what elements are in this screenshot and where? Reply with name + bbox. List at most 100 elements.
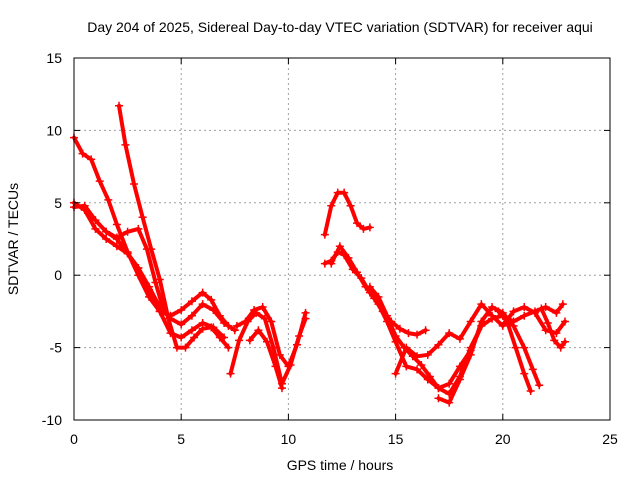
data-point-marker bbox=[413, 330, 422, 339]
data-point-marker bbox=[284, 362, 293, 371]
data-point-marker bbox=[145, 285, 154, 294]
data-point-marker bbox=[509, 307, 518, 316]
data-point-marker bbox=[511, 343, 520, 352]
data-point-marker bbox=[488, 303, 497, 312]
data-point-marker bbox=[425, 372, 434, 381]
data-point-marker bbox=[477, 317, 486, 326]
data-point-marker bbox=[102, 235, 111, 243]
series-pass-11 bbox=[327, 242, 430, 339]
data-point-marker bbox=[335, 242, 344, 251]
data-point-marker bbox=[187, 326, 196, 335]
y-tick-label: 10 bbox=[46, 122, 62, 138]
data-point-marker bbox=[130, 179, 139, 188]
series-pass-1 bbox=[70, 133, 233, 330]
data-point-marker bbox=[560, 317, 569, 326]
data-point-marker bbox=[520, 369, 529, 378]
series-pass-8 bbox=[245, 326, 286, 393]
series-pass-2 bbox=[70, 201, 239, 335]
data-point-marker bbox=[190, 333, 199, 342]
data-point-marker bbox=[123, 249, 132, 258]
data-point-marker bbox=[560, 337, 569, 346]
data-point-marker bbox=[80, 206, 89, 215]
data-point-marker bbox=[207, 323, 216, 332]
data-point-marker bbox=[543, 318, 552, 327]
data-point-marker bbox=[95, 177, 104, 186]
data-point-marker bbox=[91, 216, 100, 225]
data-point-marker bbox=[466, 350, 475, 359]
data-point-marker bbox=[528, 365, 537, 374]
series-pass-5 bbox=[102, 224, 169, 316]
data-point-marker bbox=[421, 326, 430, 335]
data-point-marker bbox=[241, 317, 250, 326]
data-point-marker bbox=[112, 242, 121, 251]
data-point-marker bbox=[445, 379, 454, 388]
data-point-marker bbox=[530, 308, 539, 317]
data-point-marker bbox=[112, 220, 121, 229]
y-tick-label: -5 bbox=[50, 340, 63, 356]
data-point-marker bbox=[232, 321, 241, 330]
data-point-marker bbox=[181, 343, 190, 352]
data-point-marker bbox=[445, 398, 454, 407]
data-point-marker bbox=[198, 288, 207, 297]
data-point-marker bbox=[301, 308, 310, 317]
data-point-marker bbox=[142, 245, 151, 254]
chart-title: Day 204 of 2025, Sidereal Day-to-day VTE… bbox=[87, 19, 593, 35]
data-point-marker bbox=[226, 369, 235, 378]
data-point-marker bbox=[177, 333, 186, 342]
data-point-marker bbox=[391, 369, 400, 378]
data-point-marker bbox=[327, 201, 336, 210]
series-line bbox=[72, 203, 237, 333]
data-point-marker bbox=[215, 333, 224, 342]
data-point-marker bbox=[455, 334, 464, 343]
data-point-marker bbox=[262, 337, 271, 346]
data-point-marker bbox=[164, 314, 173, 323]
data-point-marker bbox=[353, 219, 362, 228]
data-point-marker bbox=[250, 305, 259, 314]
data-point-marker bbox=[520, 311, 529, 320]
data-point-marker bbox=[423, 350, 432, 359]
x-tick-label: 0 bbox=[70, 431, 78, 447]
data-point-marker bbox=[198, 300, 207, 309]
data-point-marker bbox=[520, 343, 529, 352]
series-pass-16 bbox=[537, 304, 569, 352]
data-point-marker bbox=[413, 352, 422, 361]
data-point-marker bbox=[177, 320, 186, 329]
data-point-marker bbox=[277, 384, 286, 393]
data-point-marker bbox=[220, 318, 229, 327]
data-point-marker bbox=[123, 227, 132, 236]
data-point-marker bbox=[87, 155, 96, 164]
y-tick-labels: -10 -5 0 5 10 15 bbox=[42, 50, 62, 428]
data-point-marker bbox=[235, 336, 244, 345]
data-point-marker bbox=[340, 188, 349, 197]
y-axis-label: SDTVAR / TECUs bbox=[5, 183, 21, 295]
data-point-marker bbox=[177, 305, 186, 314]
data-layer bbox=[70, 101, 569, 407]
data-point-marker bbox=[209, 305, 218, 314]
data-point-marker bbox=[477, 300, 486, 309]
data-point-marker bbox=[224, 343, 233, 352]
x-tick-label: 15 bbox=[388, 431, 404, 447]
data-point-marker bbox=[292, 340, 301, 349]
data-point-marker bbox=[413, 365, 422, 374]
data-point-marker bbox=[134, 224, 143, 233]
series-pass-15 bbox=[494, 307, 535, 396]
x-tick-label: 10 bbox=[281, 431, 297, 447]
data-point-marker bbox=[160, 307, 169, 316]
data-point-marker bbox=[112, 233, 121, 242]
series-pass-4 bbox=[115, 101, 233, 352]
y-tick-label: 15 bbox=[46, 50, 62, 66]
data-point-marker bbox=[230, 326, 239, 335]
data-point-marker bbox=[275, 350, 284, 359]
data-point-marker bbox=[207, 295, 216, 304]
data-point-marker bbox=[121, 140, 130, 149]
data-point-marker bbox=[198, 324, 207, 333]
x-tick-label: 20 bbox=[495, 431, 511, 447]
data-point-marker bbox=[558, 300, 567, 309]
data-point-marker bbox=[91, 224, 100, 233]
data-point-marker bbox=[359, 224, 368, 233]
data-point-marker bbox=[383, 311, 392, 320]
data-point-marker bbox=[258, 303, 267, 312]
data-point-marker bbox=[556, 343, 565, 352]
y-tick-label: 5 bbox=[54, 195, 62, 211]
data-point-marker bbox=[134, 263, 143, 272]
